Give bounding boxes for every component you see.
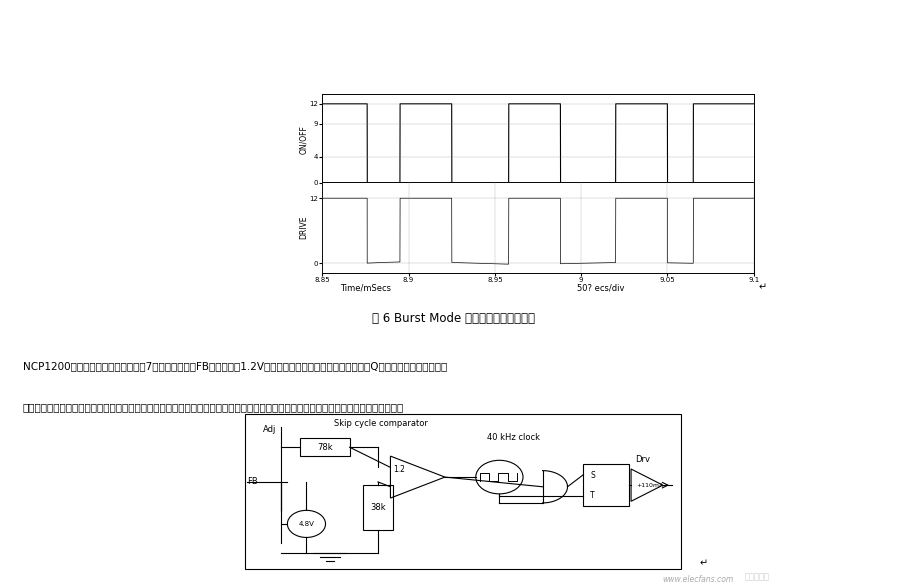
Text: Adj: Adj	[263, 426, 277, 434]
Text: FB: FB	[247, 477, 258, 487]
Text: NCP1200的内部跳周期模块结构见图7，当反馈检测脚FB的电压低于1.2V（该值可编程）时，跳周期比较器控制Q触发器，使输出关闭若干: NCP1200的内部跳周期模块结构见图7，当反馈检测脚FB的电压低于1.2V（该…	[23, 361, 447, 371]
Text: T: T	[590, 491, 595, 500]
Bar	[300, 438, 350, 456]
Text: ↵: ↵	[699, 558, 707, 568]
Text: 图 6 Burst Mode 控制信号与驱动信号图: 图 6 Burst Mode 控制信号与驱动信号图	[372, 312, 536, 325]
Bar	[363, 485, 393, 531]
Text: 38k: 38k	[370, 503, 386, 512]
Text: 78k: 78k	[317, 443, 332, 452]
Text: 1.2: 1.2	[393, 464, 405, 474]
Text: www.elecfans.com: www.elecfans.com	[663, 575, 734, 584]
Y-axis label: DRIVE: DRIVE	[299, 215, 308, 239]
Text: 4.8V: 4.8V	[299, 521, 314, 527]
Text: 电子发烧友: 电子发烧友	[745, 572, 770, 581]
Text: 40 kHz clock: 40 kHz clock	[487, 433, 539, 443]
Bar	[584, 464, 629, 506]
Text: +110mA: +110mA	[637, 483, 664, 488]
Y-axis label: ON/OFF: ON/OFF	[299, 125, 308, 154]
Text: 50? ecs/div: 50? ecs/div	[577, 284, 624, 292]
Text: Drv: Drv	[636, 455, 651, 464]
Text: Time/mSecs: Time/mSecs	[340, 284, 391, 292]
Text: S: S	[590, 471, 595, 480]
Text: Skip cycle comparator: Skip cycle comparator	[334, 419, 429, 428]
Text: ↵: ↵	[758, 282, 766, 292]
Text: 时钟周期，也即跳过若干个周期，负载越轻，跳过的周期也越多。为免音频噪音，只有在峰值电流降至某个设定值时，跳周期模式才有效。: 时钟周期，也即跳过若干个周期，负载越轻，跳过的周期也越多。为免音频噪音，只有在峰…	[23, 402, 404, 412]
